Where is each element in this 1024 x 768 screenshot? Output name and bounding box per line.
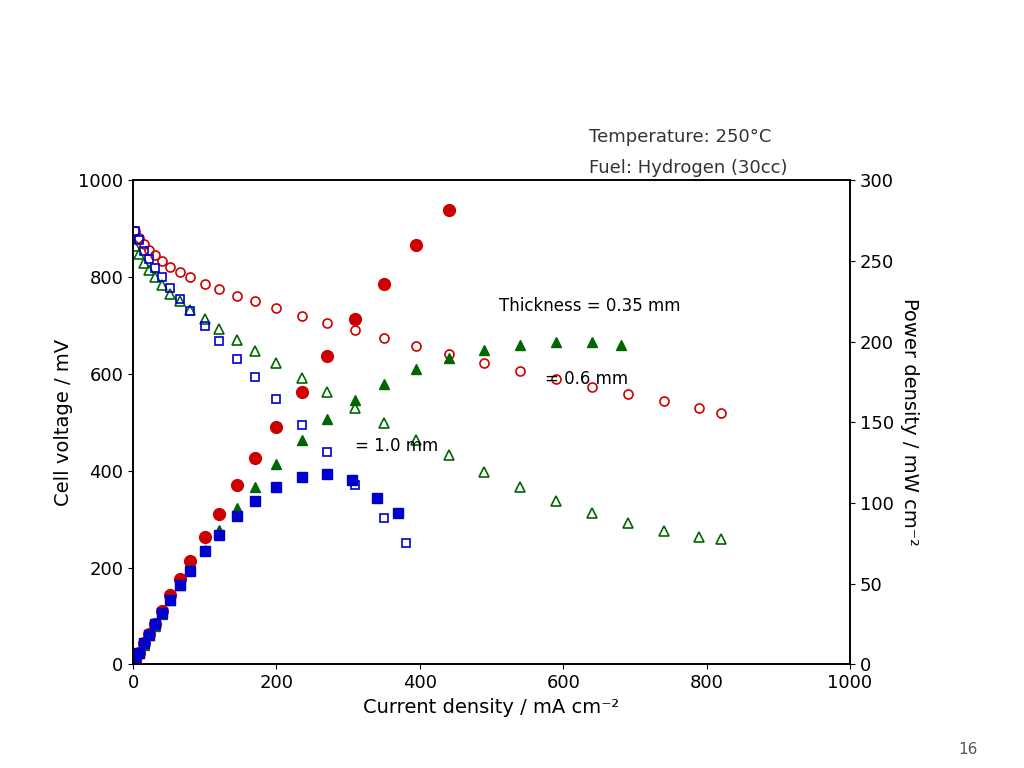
Text: Fuel: Hydrogen (30cc): Fuel: Hydrogen (30cc) (589, 159, 787, 177)
Text: 16: 16 (958, 742, 978, 757)
Text: Thickness = 0.35 mm: Thickness = 0.35 mm (499, 297, 680, 315)
Text: = 0.6 mm: = 0.6 mm (545, 369, 629, 388)
Text: Fuel cell performance (dependence of electrolyte thickness): Fuel cell performance (dependence of ele… (29, 35, 925, 61)
Text: = 1.0 mm: = 1.0 mm (355, 438, 438, 455)
Text: Temperature: 250°C: Temperature: 250°C (589, 128, 771, 146)
Y-axis label: Power density / mW cm⁻²: Power density / mW cm⁻² (900, 299, 919, 546)
Y-axis label: Cell voltage / mV: Cell voltage / mV (53, 339, 73, 506)
X-axis label: Current density / mA cm⁻²: Current density / mA cm⁻² (364, 697, 620, 717)
